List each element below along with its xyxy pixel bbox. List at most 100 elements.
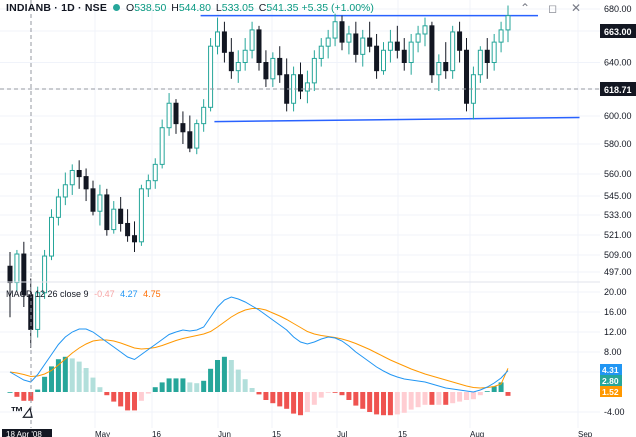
open-label: O <box>126 2 135 14</box>
time-tick-label: May <box>95 430 110 437</box>
histogram-bar <box>49 366 54 392</box>
candle <box>381 42 386 75</box>
signal-line-value: 4.75 <box>143 289 161 299</box>
candle-body <box>381 49 386 72</box>
histogram-bar <box>374 392 380 415</box>
candle <box>125 209 131 242</box>
candle-body <box>249 29 255 51</box>
candle <box>69 164 75 195</box>
candle-body <box>367 37 373 47</box>
histogram-bar <box>194 383 200 392</box>
candle-body <box>498 29 504 43</box>
candle <box>138 184 144 246</box>
histogram-bar <box>505 392 511 396</box>
price-tick-label: 521.00 <box>604 230 632 240</box>
collapse-icon[interactable]: ◻ <box>548 3 558 15</box>
histogram-bar <box>429 392 435 405</box>
candle-body <box>208 45 214 108</box>
candle-body <box>339 21 345 43</box>
price-tick-label: 545.00 <box>604 191 632 201</box>
chevron-up-icon[interactable]: ⌃ <box>520 1 531 15</box>
high-value: 544.80 <box>178 2 211 14</box>
candle-body <box>166 102 172 129</box>
macd-title[interactable]: MACD <box>6 289 33 299</box>
candle <box>277 46 283 83</box>
time-tick-label: 15 <box>272 430 281 437</box>
candle <box>498 21 504 53</box>
candle-body <box>90 188 96 212</box>
price-axis[interactable]: 680.00 663.00 640.00 618.71 600.00 580.00 560.… <box>600 4 636 277</box>
histogram-bar <box>401 392 407 413</box>
candle-body <box>360 37 366 55</box>
histogram-bar <box>118 392 124 407</box>
histogram-bar <box>42 376 48 392</box>
candle-body <box>505 15 511 31</box>
candle <box>353 21 359 63</box>
candle-body <box>235 62 241 72</box>
histogram-bar <box>249 388 255 392</box>
macd-header: MACD 12 26 close 9 -0.47 4.27 4.75 <box>6 289 161 299</box>
candle <box>401 38 407 71</box>
candle-body <box>429 25 435 76</box>
candle <box>194 119 200 155</box>
candle <box>318 38 324 67</box>
candle-body <box>408 41 414 63</box>
histogram-bar <box>318 392 324 398</box>
grid-lines <box>0 0 600 428</box>
candle <box>145 174 151 197</box>
candle-body <box>21 253 27 296</box>
candle <box>339 15 345 51</box>
candle-body <box>464 49 469 104</box>
candle <box>208 38 214 112</box>
candle-body <box>125 222 131 237</box>
candle-body <box>457 31 463 51</box>
candle-body <box>173 102 179 125</box>
candle-body <box>7 265 13 284</box>
candle-body <box>132 235 137 243</box>
histogram-bar <box>325 392 331 393</box>
candle <box>83 168 89 202</box>
histogram-bar <box>173 378 179 392</box>
change-value: +5.35 (+1.00%) <box>301 2 374 14</box>
candle <box>284 58 290 112</box>
histogram-bar <box>132 392 137 411</box>
close-icon[interactable]: ✕ <box>571 1 582 15</box>
candle <box>325 29 331 59</box>
histogram-bar <box>470 392 476 400</box>
candle-body <box>55 196 61 218</box>
candle <box>90 180 96 216</box>
candle-body <box>436 62 442 76</box>
histogram-bar <box>111 392 117 402</box>
histogram-bar <box>332 392 338 393</box>
candle-body <box>194 123 200 149</box>
candle-body <box>304 82 310 92</box>
tradingview-logo-icon[interactable]: ™△ <box>10 404 33 419</box>
histogram-bar <box>83 368 89 392</box>
histogram-bar <box>498 382 504 392</box>
histogram-bar <box>145 392 151 394</box>
candle-body <box>311 57 317 84</box>
candle <box>450 25 456 79</box>
candle-body <box>180 123 186 133</box>
symbol-title[interactable]: INDIANB · 1D · NSE <box>6 2 108 14</box>
histogram-bar <box>166 378 172 392</box>
histogram-bar <box>235 369 241 392</box>
candle-body <box>256 29 262 63</box>
candle-body <box>277 57 283 76</box>
histogram-bar <box>28 392 34 401</box>
candle <box>415 25 421 53</box>
histogram-bar <box>208 368 214 392</box>
candle-body <box>42 255 48 294</box>
candle <box>187 115 193 153</box>
price-tick-label: 618.71 <box>604 85 632 95</box>
low-value: 533.05 <box>221 2 254 14</box>
candle <box>7 251 13 318</box>
candle <box>118 196 124 232</box>
time-axis[interactable]: 18 Apr '08 May 16 Jun 15 Jul 15 Aug Sep <box>2 429 593 437</box>
price-tick-label: 560.00 <box>604 169 632 179</box>
candle <box>132 221 137 252</box>
histogram-bar <box>69 358 75 392</box>
candle-body <box>415 33 421 43</box>
